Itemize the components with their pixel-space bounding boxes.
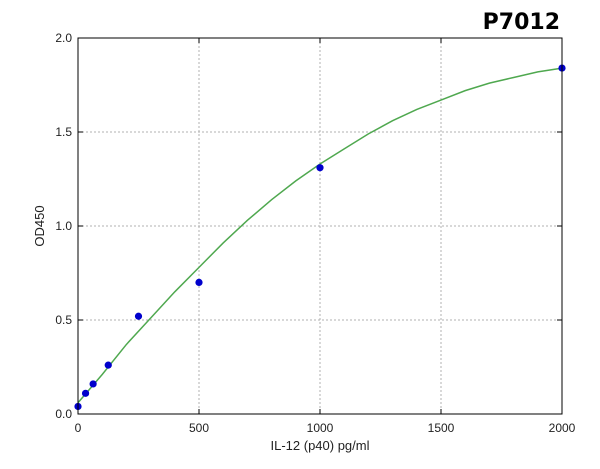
grid-layer bbox=[78, 38, 562, 414]
data-point bbox=[316, 164, 324, 172]
x-axis-label: IL-12 (p40) pg/ml bbox=[271, 438, 370, 453]
x-tick-label: 0 bbox=[75, 421, 82, 435]
y-tick-label: 0.0 bbox=[55, 407, 72, 421]
x-tick-label: 1500 bbox=[428, 421, 455, 435]
data-point bbox=[104, 361, 112, 369]
x-tick-label: 2000 bbox=[549, 421, 576, 435]
data-point bbox=[81, 389, 90, 397]
data-point bbox=[134, 312, 143, 320]
data-point bbox=[89, 380, 97, 388]
fit-curve bbox=[77, 67, 563, 404]
y-tick-label: 0.5 bbox=[55, 313, 72, 327]
y-tick-label: 1.0 bbox=[55, 219, 72, 233]
data-point bbox=[195, 278, 203, 286]
y-tick-label: 2.0 bbox=[55, 31, 72, 45]
x-tick-label: 1000 bbox=[307, 421, 334, 435]
fit-curve-layer bbox=[77, 67, 563, 404]
y-axis-label: OD450 bbox=[32, 205, 47, 246]
chart-corner-label: P7012 bbox=[482, 10, 560, 35]
y-tick-label: 1.5 bbox=[55, 125, 72, 139]
x-tick-label: 500 bbox=[189, 421, 209, 435]
ticks-layer: 0 500 1000 1500 2000 0.0 0.5 1.0 1.5 2.0 bbox=[55, 31, 575, 435]
